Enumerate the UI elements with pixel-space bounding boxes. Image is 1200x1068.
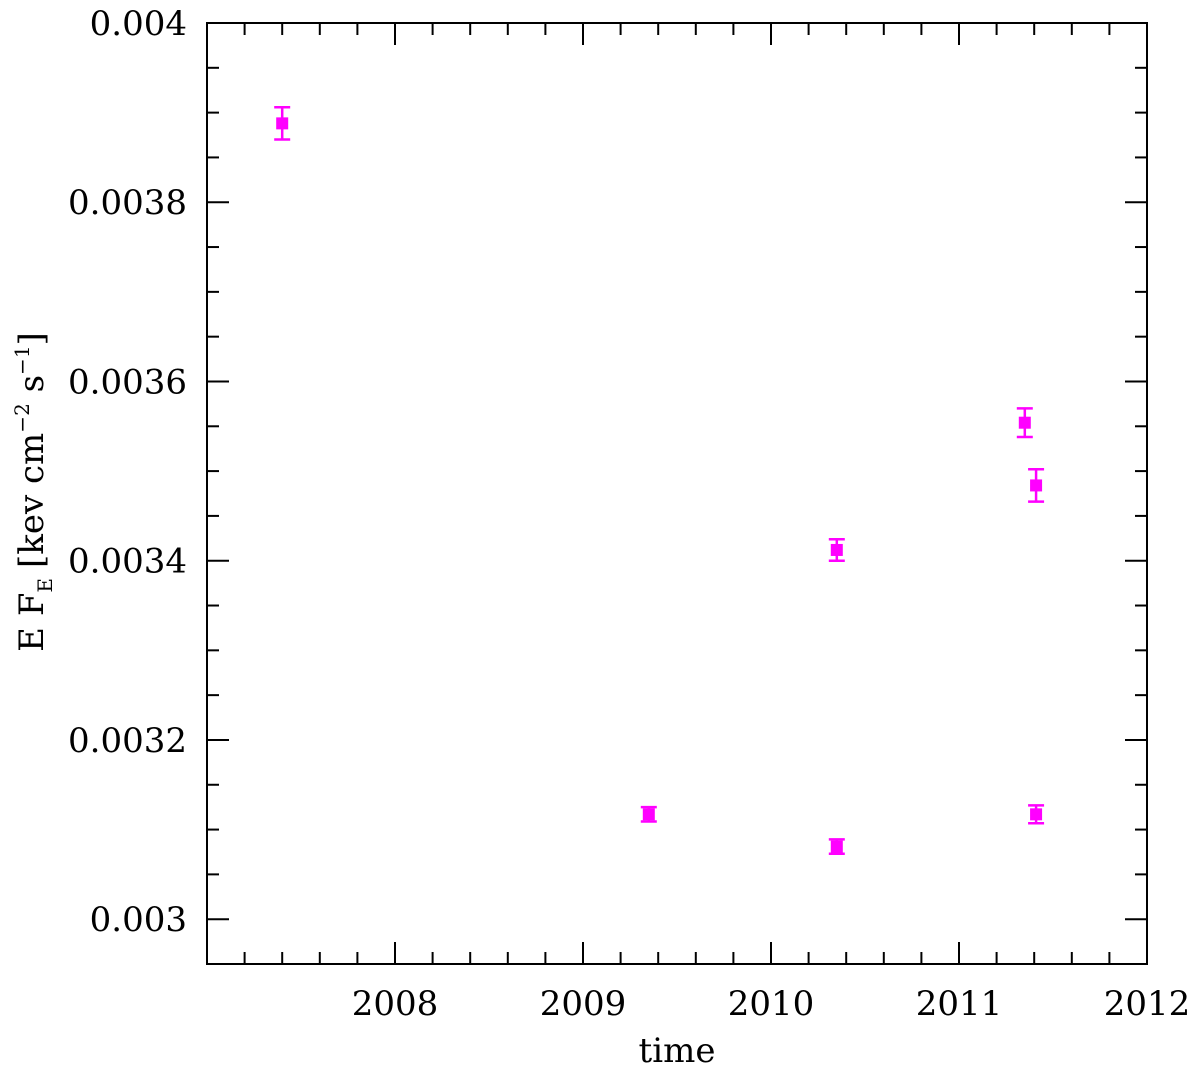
point-marker [1018,416,1031,429]
x-tick-labels: 2008 2009 2010 2011 2012 [352,984,1191,1024]
y-tick-label: 0.0038 [68,183,187,223]
point-marker [830,840,843,853]
y-tick-label: 0.0032 [68,721,187,761]
y-tick-label: 0.004 [90,4,187,44]
point-marker [276,117,289,130]
point-marker [642,808,655,821]
x-tick-label: 2012 [1104,984,1191,1024]
y-axis-title-exp-1: −2 [10,403,34,432]
y-axis-title: E FE [kev cm−2 s−1] [10,332,57,652]
y-axis-title-unit-2: s [12,375,52,403]
y-axis-title-subscript: E [33,578,57,593]
x-tick-label: 2010 [728,984,815,1024]
data-point [828,838,845,856]
plot-frame [206,22,1148,965]
point-marker [830,543,843,556]
x-tick-label: 2009 [540,984,627,1024]
data-point [274,105,291,141]
y-tick-label: 0.0036 [68,362,187,402]
y-axis-title-unit-1: kev cm [12,433,52,555]
y-tick-label: 0.0034 [68,542,187,582]
data-point [1016,407,1033,439]
x-tick-label: 2011 [916,984,1003,1024]
point-marker [1030,479,1043,492]
y-tick-label: 0.003 [90,900,187,940]
axis-ticks [207,23,1147,964]
y-axis-title-bracket-open: [ [12,555,52,568]
data-point [828,537,845,562]
data-point [1028,804,1045,825]
x-axis-title: time [639,1031,716,1068]
plot-area [206,22,1148,965]
y-axis-title-prefix: E F [12,593,52,652]
point-marker [1030,808,1043,821]
data-point [640,805,657,823]
y-tick-labels: 0.003 0.0032 0.0034 0.0036 0.0038 0.004 [68,4,187,940]
y-axis-title-exp-2: −1 [10,345,34,374]
data-points [274,105,1045,856]
data-point [1028,468,1045,503]
x-tick-label: 2008 [352,984,439,1024]
y-axis-title-bracket-close: ] [12,332,52,345]
